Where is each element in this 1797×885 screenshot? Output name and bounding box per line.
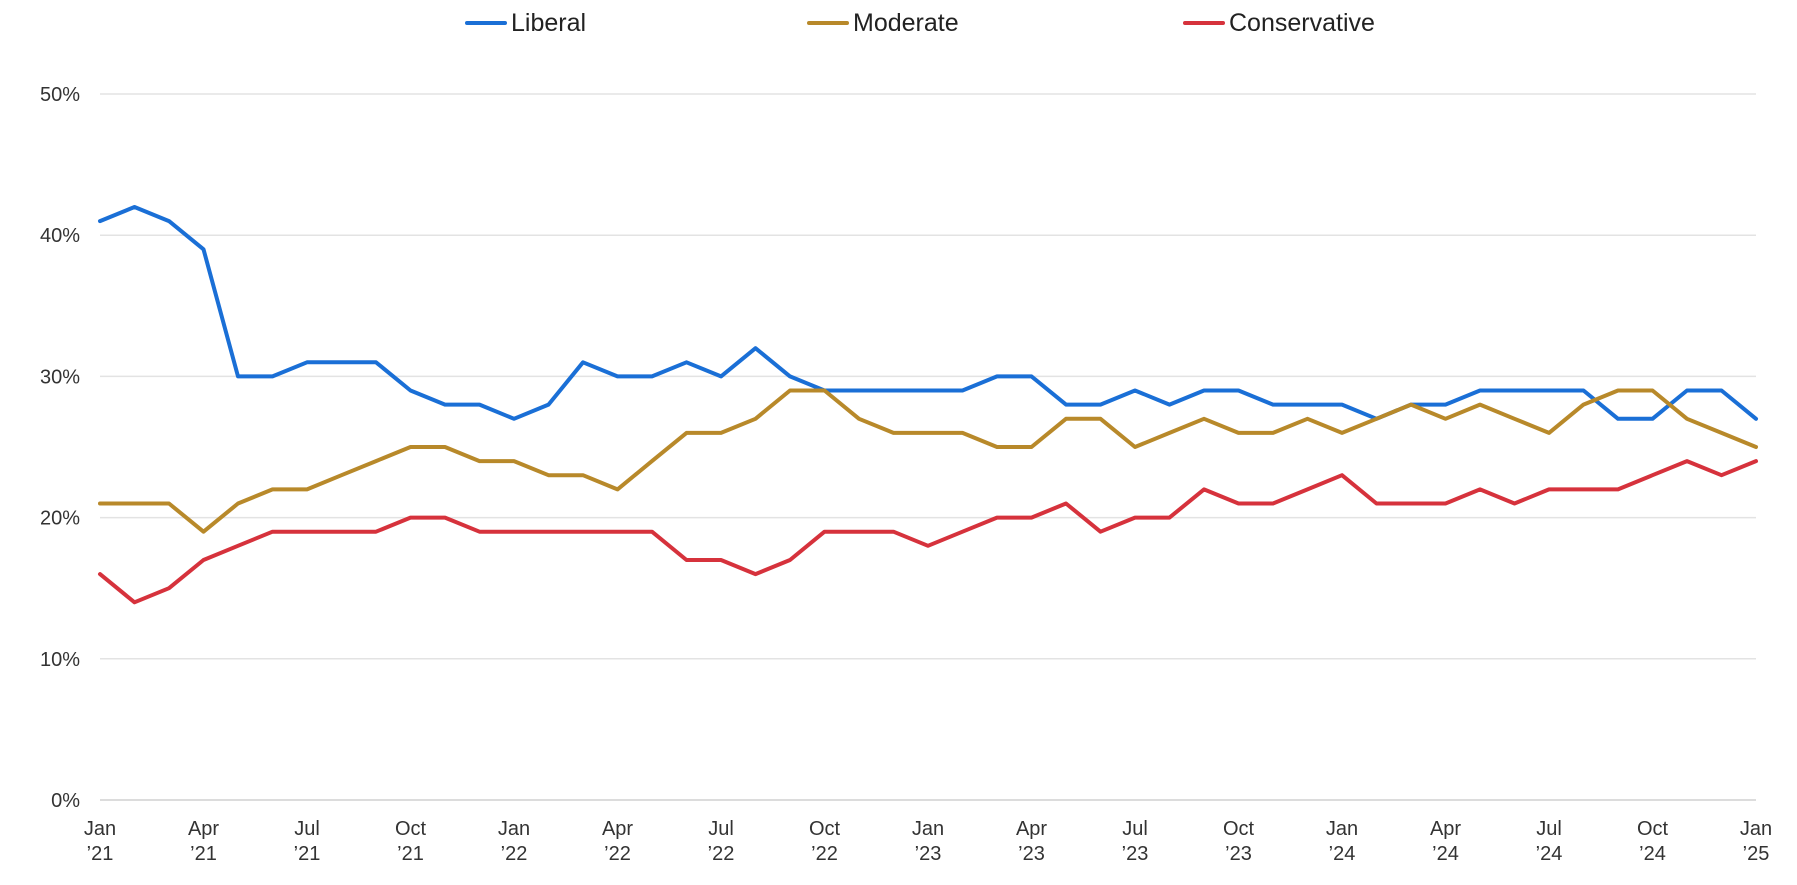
legend-item-moderate[interactable]: Moderate xyxy=(807,8,959,38)
x-tick-label-month: Jul xyxy=(294,818,320,840)
x-tick-label-month: Jan xyxy=(498,818,530,840)
series-lines xyxy=(98,205,1758,605)
x-tick-label-year: ’23 xyxy=(915,843,942,865)
series-line-conservative[interactable] xyxy=(98,459,1758,605)
x-tick-label-month: Oct xyxy=(395,818,427,840)
x-tick-label-year: ’23 xyxy=(1018,843,1045,865)
x-tick-label-year: ’22 xyxy=(501,843,528,865)
x-tick-label-month: Jul xyxy=(1122,818,1148,840)
x-tick-label-year: ’22 xyxy=(708,843,735,865)
x-tick-label-month: Apr xyxy=(602,818,633,840)
legend: Liberal Moderate Conservative xyxy=(0,8,1797,38)
y-tick-label: 30% xyxy=(40,366,80,388)
x-tick-label-month: Oct xyxy=(1637,818,1669,840)
legend-label-conservative: Conservative xyxy=(1229,8,1375,37)
x-tick-label-month: Jul xyxy=(1536,818,1562,840)
x-tick-label-year: ’24 xyxy=(1536,843,1563,865)
x-tick-label-month: Jul xyxy=(708,818,734,840)
x-tick-label-month: Oct xyxy=(809,818,841,840)
x-tick-label-year: ’25 xyxy=(1743,843,1770,865)
x-tick-label-month: Apr xyxy=(188,818,219,840)
y-tick-label: 50% xyxy=(40,84,80,106)
x-tick-label-year: ’21 xyxy=(294,843,321,865)
legend-label-moderate: Moderate xyxy=(853,8,959,37)
x-tick-label-year: ’24 xyxy=(1329,843,1356,865)
series-line-moderate[interactable] xyxy=(98,388,1758,534)
y-tick-label: 0% xyxy=(51,790,80,812)
x-tick-label-year: ’21 xyxy=(190,843,217,865)
x-axis-ticks: Jan ’21 Apr ’21 Jul ’21 Oct ’21 Jan ’22 Apr ’22 Jul ’… xyxy=(84,818,1772,865)
x-tick-label-year: ’22 xyxy=(811,843,838,865)
x-tick-label-year: ’24 xyxy=(1432,843,1459,865)
x-tick-label-month: Jan xyxy=(84,818,116,840)
x-tick-label-year: ’23 xyxy=(1225,843,1252,865)
x-tick-label-year: ’21 xyxy=(397,843,424,865)
y-tick-label: 20% xyxy=(40,508,80,530)
y-tick-label: 10% xyxy=(40,649,80,671)
y-tick-label: 40% xyxy=(40,225,80,247)
x-tick-label-year: ’23 xyxy=(1122,843,1149,865)
x-tick-label-month: Apr xyxy=(1016,818,1047,840)
legend-swatch-moderate xyxy=(807,21,849,25)
y-axis-ticks: 0% 10% 20% 30% 40% 50% xyxy=(40,84,80,812)
x-tick-label-month: Oct xyxy=(1223,818,1255,840)
series-line-liberal[interactable] xyxy=(98,205,1758,421)
legend-item-conservative[interactable]: Conservative xyxy=(1183,8,1375,38)
legend-item-liberal[interactable]: Liberal xyxy=(465,8,586,38)
x-tick-label-month: Jan xyxy=(912,818,944,840)
legend-label-liberal: Liberal xyxy=(511,8,587,37)
x-tick-label-year: ’22 xyxy=(604,843,631,865)
x-tick-label-year: ’21 xyxy=(87,843,114,865)
x-tick-label-year: ’24 xyxy=(1639,843,1666,865)
x-tick-label-month: Apr xyxy=(1430,818,1461,840)
legend-swatch-conservative xyxy=(1183,21,1225,25)
legend-swatch-liberal xyxy=(465,21,507,25)
x-tick-label-month: Jan xyxy=(1326,818,1358,840)
x-tick-label-month: Jan xyxy=(1740,818,1772,840)
gridlines xyxy=(100,93,1756,801)
